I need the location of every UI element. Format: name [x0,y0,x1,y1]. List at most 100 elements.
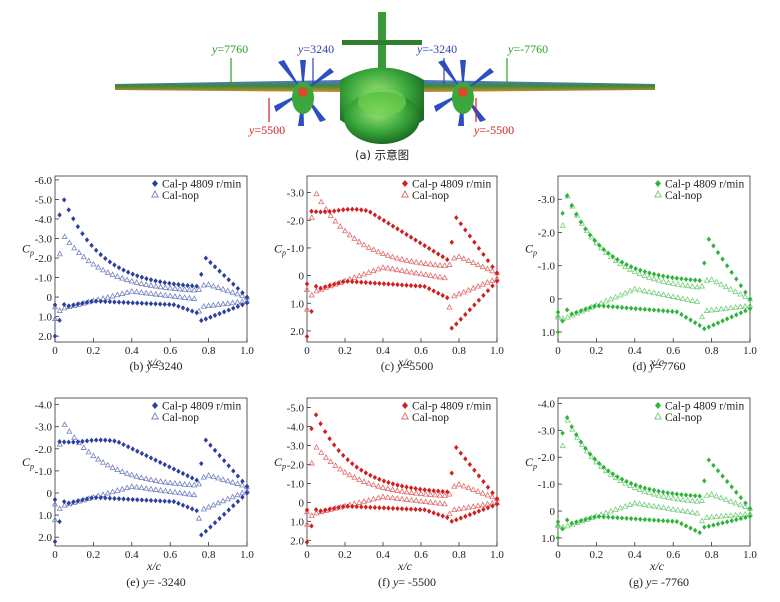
powered-lower-point [583,516,588,523]
caption-c: (c) y=5500 [381,359,433,373]
nop-lower-point [119,485,126,492]
powered-upper-point [244,294,250,300]
powered-lower-point [304,333,310,340]
nop-lower-point [655,503,662,510]
powered-upper-point [171,281,177,287]
nop-upper-point [176,480,183,487]
powered-lower-point [372,280,378,286]
powered-upper-point [203,437,209,443]
nop-upper-point [408,258,415,264]
powered-upper-point [199,271,204,277]
powered-lower-point [194,508,199,514]
nop-lower-point [191,295,198,301]
nop-upper-point [593,458,600,465]
nop-lower-point [598,511,605,517]
powered-upper-point [624,478,629,485]
legend-marker-nop [151,190,159,198]
powered-lower-point [171,499,177,505]
nop-upper-point [51,500,59,507]
nop-upper-point [332,217,339,224]
powered-upper-point [583,226,588,232]
nop-upper-point [133,473,140,479]
nop-lower-point [360,270,368,277]
legend-label-powered: Cal-p 4809 r/min [162,179,241,191]
nop-upper-point [422,260,429,266]
powered-lower-point [148,497,154,504]
nop-upper-point [384,485,391,491]
nop-upper-point [451,483,458,489]
nop-lower-point [455,505,463,512]
powered-lower-point [203,528,209,534]
nop-lower-point [114,487,121,493]
powered-lower-point [413,506,418,512]
powered-lower-point [66,303,71,309]
y-tick-label: -3.0 [35,233,53,245]
nop-lower-point [660,291,667,298]
nop-lower-point [646,502,653,508]
powered-upper-point [422,487,427,493]
powered-upper-point [75,224,81,230]
powered-upper-point [107,259,113,265]
powered-lower-point [555,535,561,541]
caption-e: (e) y= -3240 [126,575,185,589]
nop-lower-point [554,522,562,529]
powered-upper-point [647,486,652,492]
nop-upper-point [432,491,439,498]
powered-lower-point [89,495,94,501]
powered-lower-point [422,283,427,290]
powered-upper-point [176,281,181,288]
x-tick-label: 0.4 [376,345,390,357]
powered-upper-point [148,277,154,283]
nop-lower-point [718,512,725,519]
powered-lower-point [476,297,482,303]
nop-lower-point [176,293,183,300]
powered-lower-point [408,506,414,512]
nop-upper-point [598,244,605,251]
x-tick-label: 0.8 [705,549,719,561]
powered-lower-point [454,321,459,327]
nop-upper-point [713,278,720,285]
horizontal-tail [342,40,422,45]
nop-lower-point [484,279,491,285]
nop-lower-point [708,513,715,520]
nop-upper-point [636,486,643,492]
powered-lower-point [162,301,167,307]
nop-upper-point [698,282,706,289]
powered-upper-point [318,421,323,427]
nop-upper-point [569,425,576,432]
legend-marker-powered [402,180,408,187]
x-tick-label: 0.2 [590,549,604,561]
powered-upper-point [426,245,432,252]
powered-upper-point [93,437,99,443]
powered-lower-point [103,298,108,305]
nop-lower-point [660,504,667,511]
x-tick-label: 0.6 [666,549,680,561]
nop-upper-point [318,198,325,205]
nop-lower-point [665,292,672,299]
powered-upper-point [395,482,400,488]
nop-upper-point [370,246,377,253]
nop-lower-point [356,272,363,279]
powered-lower-point [372,504,378,511]
powered-lower-point [304,539,310,545]
chart-f: 0 0.2 0.4 0.6 0.8 1.0 -5.0 -4.0 -3.0 -2.0 -1.0 0 1.0… [274,397,504,589]
nop-upper-point [713,492,720,499]
powered-upper-point [592,456,597,462]
powered-upper-point [435,251,441,257]
powered-upper-point [490,490,495,496]
nop-upper-point [205,472,212,478]
y-tick-label: 0 [47,488,53,500]
nop-lower-point [157,291,164,298]
powered-lower-point [185,306,190,313]
powered-lower-point [121,299,126,305]
powered-upper-point [212,447,218,453]
nop-upper-point [394,254,401,261]
nop-lower-point [123,484,131,491]
legend-marker-nop [401,190,409,198]
nop-upper-point [346,231,353,238]
nop-upper-point [234,480,241,486]
powered-lower-point [449,518,454,524]
x-tick-label: 0 [304,549,310,561]
powered-upper-point [336,447,341,454]
nop-lower-point [436,500,444,506]
